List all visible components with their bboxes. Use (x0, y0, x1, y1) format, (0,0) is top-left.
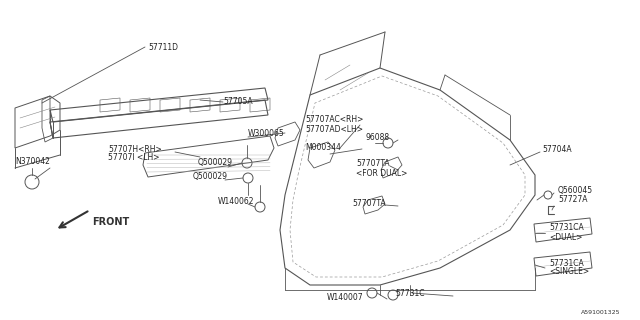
Text: N370042: N370042 (15, 157, 50, 166)
Text: A591001325: A591001325 (580, 309, 620, 315)
Text: M000344: M000344 (305, 143, 341, 153)
Text: 96088: 96088 (365, 133, 389, 142)
Text: 57731CA: 57731CA (549, 259, 584, 268)
Text: 57711D: 57711D (148, 43, 178, 52)
Text: Q500029: Q500029 (198, 158, 233, 167)
Text: 57731C: 57731C (395, 290, 424, 299)
Text: W140062: W140062 (218, 197, 255, 206)
Text: FRONT: FRONT (92, 217, 129, 227)
Text: Q560045: Q560045 (558, 186, 593, 195)
Text: 57707TA: 57707TA (352, 199, 386, 209)
Text: <FOR DUAL>: <FOR DUAL> (356, 170, 408, 179)
Text: Q500029: Q500029 (193, 172, 228, 181)
Text: W300065: W300065 (248, 129, 285, 138)
Text: 57704A: 57704A (542, 146, 572, 155)
Text: 57707H<RH>: 57707H<RH> (108, 145, 162, 154)
Text: 57727A: 57727A (558, 196, 588, 204)
Text: 57707I <LH>: 57707I <LH> (108, 154, 159, 163)
Text: 57707AC<RH>: 57707AC<RH> (305, 116, 364, 124)
Text: W140007: W140007 (327, 292, 364, 301)
Text: 57705A: 57705A (223, 98, 253, 107)
Text: <SINGLE>: <SINGLE> (549, 268, 589, 276)
Text: 57707AD<LH>: 57707AD<LH> (305, 125, 363, 134)
Text: 57731CA: 57731CA (549, 223, 584, 233)
Text: <DUAL>: <DUAL> (549, 233, 582, 242)
Text: 57707TA: 57707TA (356, 159, 390, 169)
